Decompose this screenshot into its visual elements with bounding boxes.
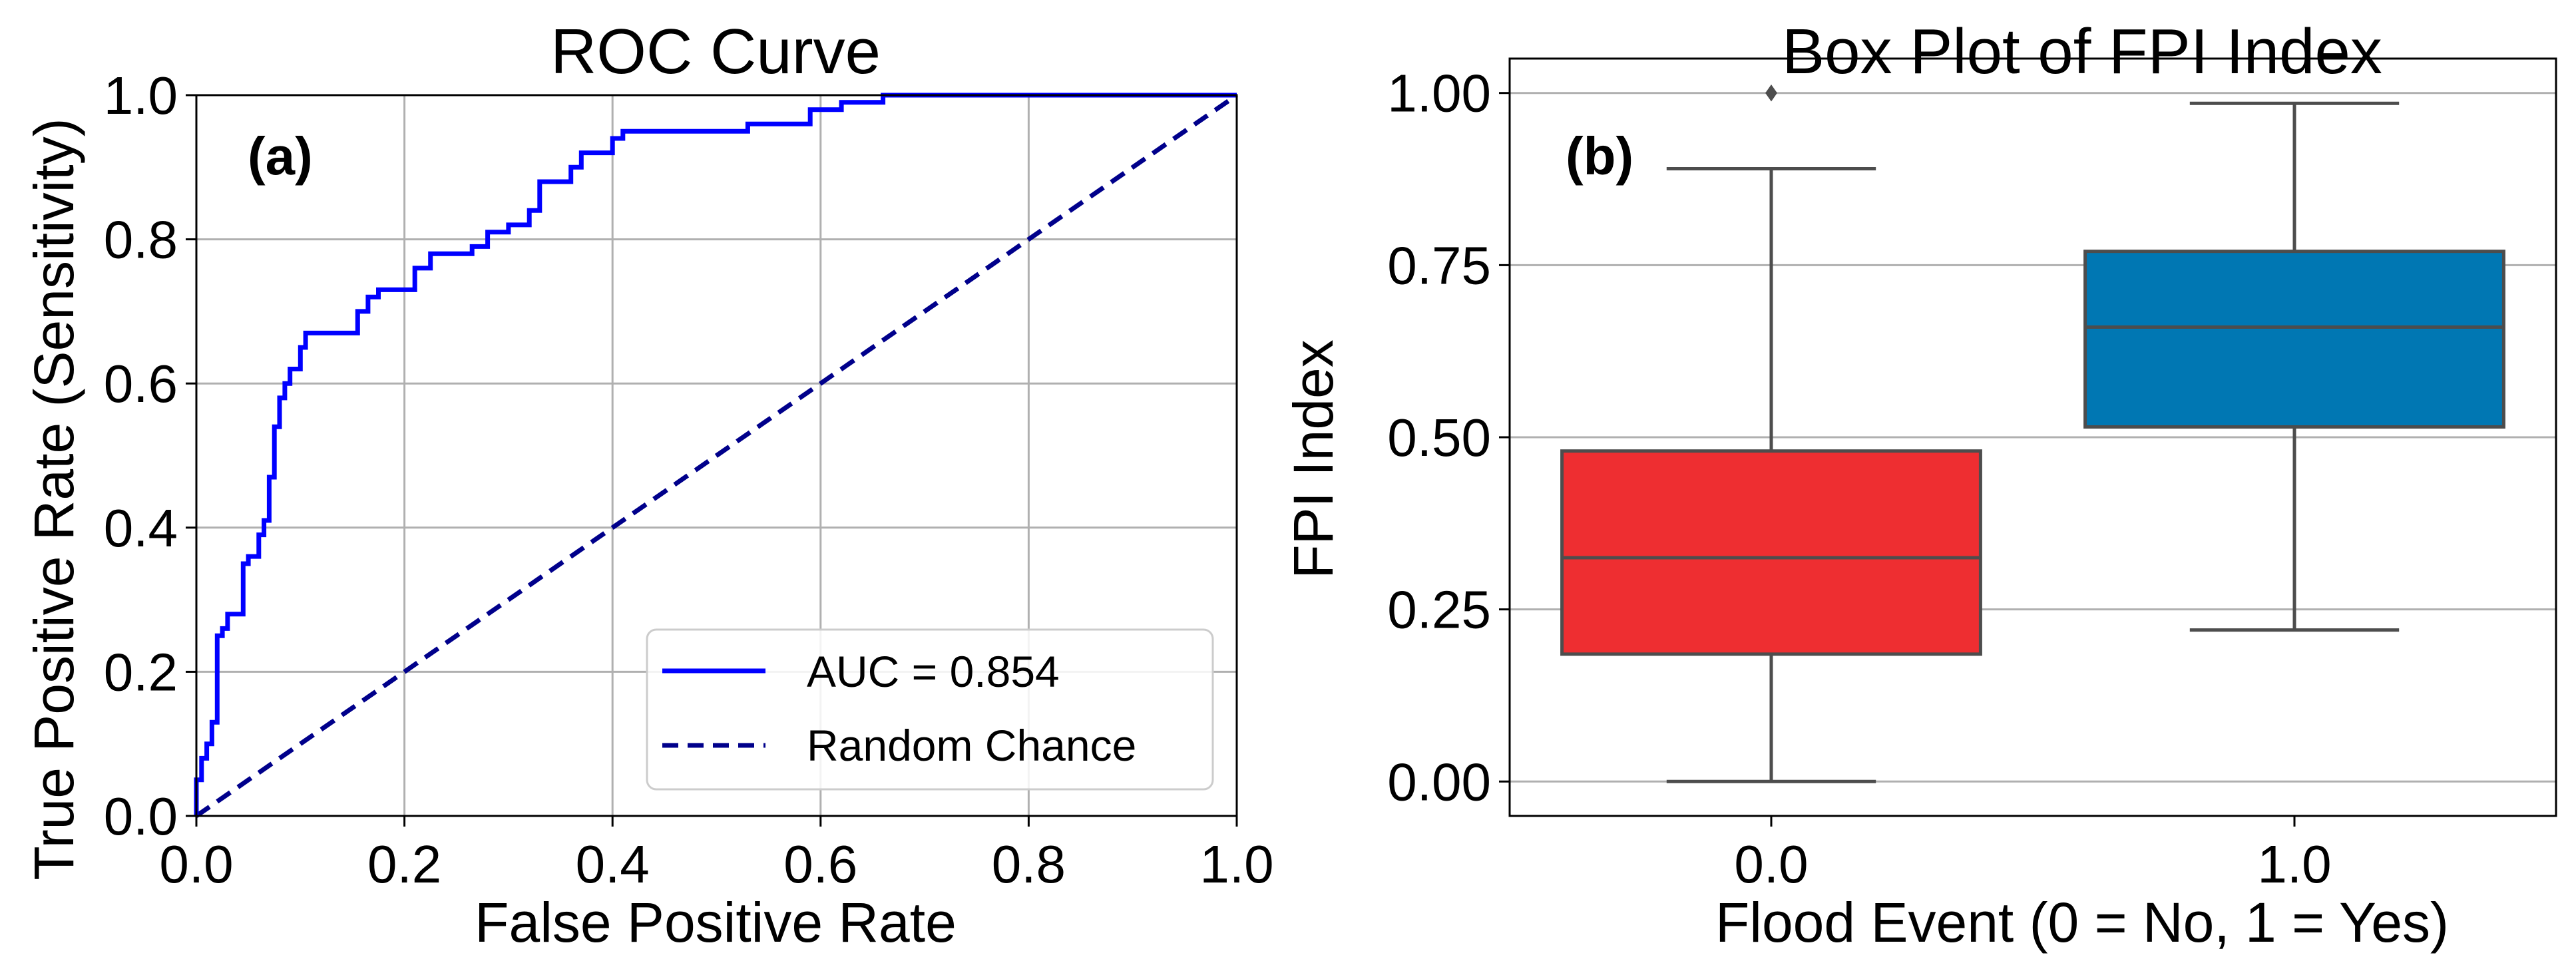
roc-y-axis-label: True Positive Rate (Sensitivity) (23, 118, 85, 880)
boxplot-title: Box Plot of FPI Index (1782, 16, 2382, 87)
roc-x-tick-label: 0.4 (576, 835, 650, 894)
boxplot-x-tick-label: 1.0 (2257, 835, 2331, 894)
boxplot-y-tick-label: 1.00 (1387, 64, 1491, 123)
roc-axes-frame (195, 94, 1238, 817)
roc-x-axis-label: False Positive Rate (475, 891, 957, 954)
roc-y-tick-label: 0.8 (104, 210, 178, 270)
roc-legend-box (646, 628, 1214, 791)
boxplot-x-tick-label: 0.0 (1734, 835, 1808, 894)
legend-auc-label: AUC = 0.854 (807, 647, 1060, 696)
box-group (1560, 84, 1982, 783)
roc-x-tick-label: 0.0 (159, 835, 233, 894)
boxplot-y-tick-label: 0.00 (1387, 752, 1491, 811)
legend-random-label: Random Chance (807, 721, 1136, 770)
boxplot-grid (1510, 92, 2556, 783)
boxplot-panel: 0.0 1.0 0.00 0.25 0.50 0.75 1.00 Box Plot of … (1282, 16, 2557, 954)
roc-x-tick-label: 0.6 (783, 835, 857, 894)
roc-x-ticks: 0.0 0.2 0.4 0.6 0.8 1.0 (159, 816, 1274, 894)
roc-panel-label: (a) (248, 126, 313, 186)
roc-plot-area (194, 93, 1238, 818)
roc-x-tick-label: 0.2 (367, 835, 441, 894)
roc-legend: AUC = 0.854 Random Chance (646, 628, 1214, 791)
roc-x-tick-label: 0.8 (992, 835, 1066, 894)
roc-title: ROC Curve (550, 16, 881, 87)
box-iqr (2083, 250, 2505, 429)
roc-y-tick-label: 0.4 (104, 498, 178, 558)
box-group (2083, 101, 2505, 632)
boxplot-y-axis-label: FPI Index (1282, 339, 1345, 579)
roc-y-tick-label: 0.2 (104, 642, 178, 701)
boxplot-x-ticks: 0.0 1.0 (1734, 816, 2332, 894)
roc-y-tick-label: 1.0 (104, 66, 178, 125)
boxplot-y-ticks: 0.00 0.25 0.50 0.75 1.00 (1387, 64, 1510, 811)
roc-y-ticks: 0.0 0.2 0.4 0.6 0.8 1.0 (104, 66, 196, 846)
boxplot-panel-label: (b) (1566, 126, 1633, 186)
boxplot-y-tick-label: 0.25 (1387, 580, 1491, 640)
boxplot-y-tick-label: 0.75 (1387, 236, 1491, 295)
box-iqr (1560, 449, 1982, 656)
roc-x-tick-label: 1.0 (1199, 835, 1273, 894)
roc-y-tick-label: 0.0 (104, 787, 178, 846)
roc-curve-line (194, 93, 1237, 816)
random-chance-line (195, 93, 1238, 818)
outlier-point (1765, 84, 1777, 102)
roc-y-tick-label: 0.6 (104, 354, 178, 413)
roc-panel: 0.0 0.2 0.4 0.6 0.8 1.0 0.0 0.2 0.4 0.6 0.8 1.0 RO… (23, 16, 1274, 954)
boxplot-y-tick-label: 0.50 (1387, 408, 1491, 467)
boxplot-x-axis-label: Flood Event (0 = No, 1 = Yes) (1715, 891, 2449, 954)
boxplot-plot-area (1560, 84, 2505, 783)
